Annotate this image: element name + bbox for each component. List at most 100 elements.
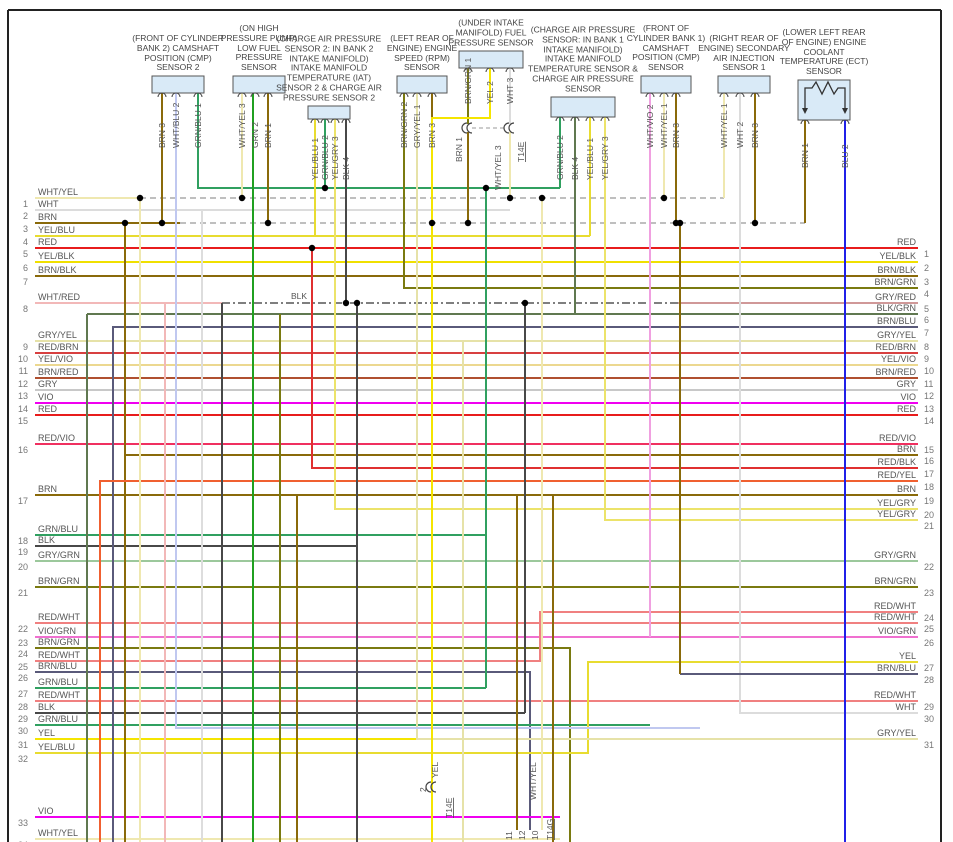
left-wire-number: 16	[18, 445, 28, 455]
left-wire-number: 18	[18, 536, 28, 546]
sensor-label: (FRONT OF CYLINDER BANK 1) CAMSHAFT POSI…	[626, 23, 706, 73]
left-wire-label: YEL/BLU	[38, 742, 75, 752]
left-wire-number: 26	[18, 673, 28, 683]
right-wire-label: VIO	[900, 392, 916, 402]
right-wire-label: RED/WHT	[874, 690, 916, 700]
left-wire-label: VIO/GRN	[38, 626, 76, 636]
left-wire-label: BRN/GRN	[38, 637, 80, 647]
wire	[311, 248, 918, 469]
pin-label: WHT/VIO 2	[645, 104, 655, 148]
pin-label: YEL/GRY 3	[600, 136, 610, 180]
sensor-label: (UNDER INTAKE MANIFOLD) FUEL PRESSURE SE…	[448, 17, 534, 48]
left-wire-number: 21	[18, 588, 28, 598]
left-wire-number: 4	[23, 237, 28, 247]
right-wire-number: 31	[924, 740, 934, 750]
left-wire-label: RED/WHT	[38, 650, 80, 660]
right-wire-number: 28	[924, 675, 934, 685]
left-wire-number: 30	[18, 726, 28, 736]
junction-dot	[121, 219, 129, 227]
pin-connector-icon	[645, 92, 655, 98]
left-wire-number: 3	[23, 224, 28, 234]
right-wire-number: 9	[924, 354, 929, 364]
pin-label: WHT/YEL 3	[237, 103, 247, 148]
right-wire-label: BRN	[897, 444, 916, 454]
right-wire-number: 23	[924, 588, 934, 598]
pin-connector-icon	[330, 118, 340, 124]
sensor-box	[640, 75, 692, 94]
left-wire-label: GRN/BLU	[38, 524, 78, 534]
junction-dot	[428, 219, 436, 227]
wire	[35, 611, 918, 662]
sensor-box	[307, 105, 351, 120]
right-wire-label: BRN	[897, 484, 916, 494]
right-wire-label: RED/BRN	[875, 342, 916, 352]
left-wire-label: RED/WHT	[38, 690, 80, 700]
pin-connector-icon	[719, 92, 729, 98]
pin-label: BLK 4	[341, 157, 351, 180]
right-wire-number: 4	[924, 289, 929, 299]
junction-dot	[136, 194, 144, 202]
left-wire-number: 32	[18, 754, 28, 764]
wire	[197, 93, 560, 189]
connector-label: BRN 1	[454, 137, 464, 162]
pin-connector-icon	[399, 92, 409, 98]
left-wire-label: BRN	[38, 484, 57, 494]
right-wire-label: RED/BLK	[877, 457, 916, 467]
left-wire-number: 15	[18, 416, 28, 426]
connector-label: 2	[418, 787, 428, 792]
junction-dot	[321, 184, 329, 192]
sensor-box	[151, 75, 205, 94]
wire	[99, 480, 918, 842]
left-wire-label: BRN/BLU	[38, 661, 77, 671]
pin-label: WHT 2	[735, 121, 745, 148]
left-wire-label: RED/BRN	[38, 342, 79, 352]
pin-label: BRN 3	[427, 123, 437, 148]
junction-dot	[238, 194, 246, 202]
right-wire-number: 22	[924, 562, 934, 572]
right-wire-label: GRY/GRN	[874, 550, 916, 560]
left-wire-label: BLK	[38, 535, 55, 545]
right-wire-number: 6	[924, 315, 929, 325]
left-wire-number: 33	[18, 818, 28, 828]
wire	[739, 93, 918, 714]
left-wire-label: BRN	[38, 212, 57, 222]
connector-label: WHT/YEL 3	[493, 145, 503, 190]
right-wire-number: 20	[924, 510, 934, 520]
left-wire-label: WHT/YEL	[38, 828, 78, 838]
pin-connector-icon	[671, 92, 681, 98]
sensor-label: (CHARGE AIR PRESSURE SENSOR: IN BANK 1 I…	[528, 24, 638, 94]
left-wire-number: 28	[18, 702, 28, 712]
left-wire-number: 6	[23, 263, 28, 273]
left-wire-number: 23	[18, 638, 28, 648]
pin-label: BRN 3	[671, 123, 681, 148]
right-wire-label: YEL/GRY	[877, 509, 916, 519]
connector-label: YEL	[430, 762, 440, 778]
right-wire-label: RED	[897, 404, 917, 414]
left-wire-label: WHT/YEL	[38, 187, 78, 197]
pin-label: WHT/BLU 2	[171, 102, 181, 148]
junction-dot	[308, 244, 316, 252]
right-wire-label: GRY	[897, 379, 916, 389]
sensor-label: (LOWER LEFT REAR OF ENGINE) ENGINE COOLA…	[779, 27, 869, 77]
left-wire-number: 8	[23, 304, 28, 314]
pin-label: YEL/GRY 3	[330, 136, 340, 180]
right-wire-label: BRN/BLU	[877, 316, 916, 326]
pin-label: YEL/BLU 1	[310, 138, 320, 180]
left-wire-label: BRN/GRN	[38, 576, 80, 586]
pin-connector-icon	[263, 92, 273, 98]
junction-dot	[342, 299, 350, 307]
left-wire-number: 19	[18, 547, 28, 557]
pin-connector-icon	[735, 92, 745, 98]
left-wire-number: 22	[18, 624, 28, 634]
left-wire-number: 2	[23, 211, 28, 221]
pin-connector-icon	[320, 118, 330, 124]
pin-label: GRN/BLU 2	[555, 135, 565, 180]
left-wire-label: GRY/GRN	[38, 550, 80, 560]
wire	[35, 671, 531, 830]
right-wire-label: RED/WHT	[874, 601, 916, 611]
left-wire-number: 29	[18, 714, 28, 724]
pin-connector-icon	[463, 67, 473, 73]
right-wire-label: WHT	[896, 702, 917, 712]
